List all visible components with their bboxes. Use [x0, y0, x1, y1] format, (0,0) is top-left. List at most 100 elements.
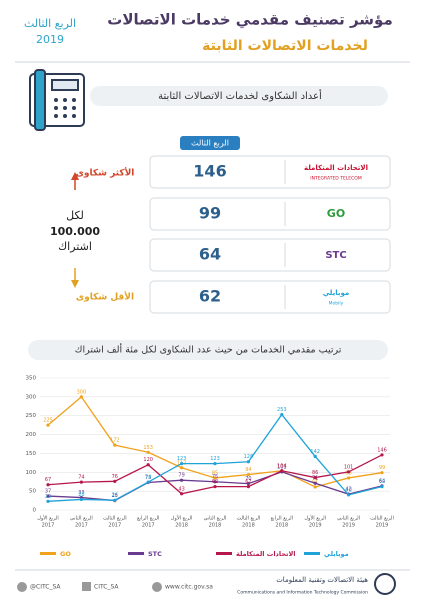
data-point	[213, 462, 217, 466]
chart-title: ترتيب مقدمي الخدمات من حيث عدد الشكاوى ل…	[75, 343, 342, 356]
row-box	[149, 197, 391, 231]
y-tick-label: 200	[26, 432, 37, 438]
data-label: 26	[112, 493, 118, 499]
data-label: 128	[244, 454, 254, 460]
data-point	[246, 472, 250, 477]
x-tick-label: الربع الرابع	[271, 516, 293, 522]
data-point	[113, 479, 117, 483]
data-label: 43	[178, 486, 184, 492]
data-point	[113, 498, 117, 502]
data-point	[280, 469, 284, 473]
y-tick-label: 350	[26, 376, 37, 382]
data-point	[79, 395, 83, 399]
data-label: 73	[145, 475, 151, 481]
x-tick-label: الربع الثاني	[70, 516, 93, 522]
legend-swatch	[40, 552, 56, 555]
legend-label: موبايلي	[324, 550, 349, 558]
provider-name: الاتحادات المتكاملة	[304, 164, 368, 172]
data-label: 225	[43, 418, 53, 424]
website[interactable]: www.citc.gov.sa	[165, 584, 213, 591]
period-tag	[180, 136, 240, 150]
data-point	[180, 492, 184, 496]
data-point	[46, 499, 50, 503]
data-label: 23	[45, 494, 51, 500]
data-point	[146, 480, 150, 484]
y-tick-label: 300	[26, 394, 37, 400]
arrow-up-head	[71, 172, 79, 180]
data-label: 101	[277, 464, 287, 470]
x-tick-label: 2019	[309, 523, 322, 529]
twitter-icon	[17, 582, 27, 592]
data-label: 75	[212, 474, 218, 480]
data-label: 153	[143, 445, 153, 451]
x-tick-label: 2017	[108, 523, 121, 529]
x-tick-label: الربع الأول	[37, 515, 59, 522]
x-tick-label: الربع الثالث	[237, 516, 261, 522]
x-tick-label: 2018	[275, 523, 288, 529]
least-label: الأقل شكاوى	[76, 291, 134, 303]
data-point	[347, 476, 351, 480]
y-tick-label: 100	[26, 470, 37, 476]
web-icon	[152, 582, 162, 592]
chart-banner	[28, 340, 388, 360]
x-tick-label: الربع الأول	[304, 515, 326, 522]
data-label: 74	[145, 475, 151, 481]
x-tick-label: الربع الثاني	[204, 516, 227, 522]
facebook[interactable]: CITC_SA	[94, 584, 119, 591]
row-value: 146	[193, 162, 226, 181]
x-tick-label: 2018	[175, 523, 188, 529]
data-label: 28	[78, 492, 84, 498]
twitter[interactable]: @CITC_SA	[30, 584, 61, 591]
data-label: 74	[78, 475, 84, 481]
data-point	[180, 466, 184, 470]
data-point	[213, 476, 217, 480]
x-tick-label: الربع الثاني	[337, 516, 360, 522]
org-en: Communications and Information Technolog…	[237, 590, 368, 596]
per-label: 100.000	[50, 225, 100, 238]
data-point	[146, 450, 150, 454]
data-label: 64	[379, 478, 385, 484]
x-tick-label: 2019	[376, 523, 389, 529]
most-label: الأكثر شكاوى	[76, 167, 135, 179]
data-label: 104	[277, 463, 287, 469]
arrow-down-head	[71, 280, 79, 288]
subtitle: لخدمات الاتصالات الثابتة	[202, 38, 368, 54]
data-label: 70	[245, 476, 251, 482]
legend-label: GO	[60, 550, 71, 558]
org-ar: هيئة الاتصالات وتقنية المعلومات	[276, 576, 368, 584]
data-label: 79	[178, 473, 184, 479]
provider-name-en: Mobily	[329, 301, 344, 307]
row-value: 99	[199, 204, 221, 223]
x-tick-label: 2018	[209, 523, 222, 529]
row-box	[149, 238, 391, 272]
x-tick-label: 2019	[342, 523, 355, 529]
row-box	[149, 155, 391, 189]
data-label: 85	[212, 470, 218, 476]
data-label: 67	[45, 477, 51, 483]
per-label: لكل	[66, 209, 84, 222]
facebook-icon	[82, 582, 91, 591]
x-tick-label: 2018	[242, 523, 255, 529]
provider-name: GO	[327, 207, 345, 220]
data-label: 76	[112, 474, 118, 480]
data-label: 33	[78, 490, 84, 496]
x-tick-label: الربع الثالث	[103, 516, 127, 522]
data-point	[246, 485, 250, 489]
legend-label: STC	[148, 550, 162, 558]
data-label: 62	[245, 479, 251, 485]
data-label: 99	[379, 465, 385, 471]
data-point	[313, 454, 317, 459]
data-label: 142	[310, 449, 320, 455]
data-point	[280, 412, 284, 417]
x-tick-label: الربع الثالث	[370, 516, 394, 522]
data-point	[313, 481, 317, 485]
x-tick-label: 2017	[75, 523, 88, 529]
year: 2019	[36, 33, 64, 46]
provider-name-en: INTEGRATED TELECOM	[310, 176, 362, 182]
data-point	[380, 471, 384, 475]
x-tick-label: 2017	[42, 523, 55, 529]
data-label: 40	[345, 487, 351, 493]
data-point	[347, 470, 351, 474]
